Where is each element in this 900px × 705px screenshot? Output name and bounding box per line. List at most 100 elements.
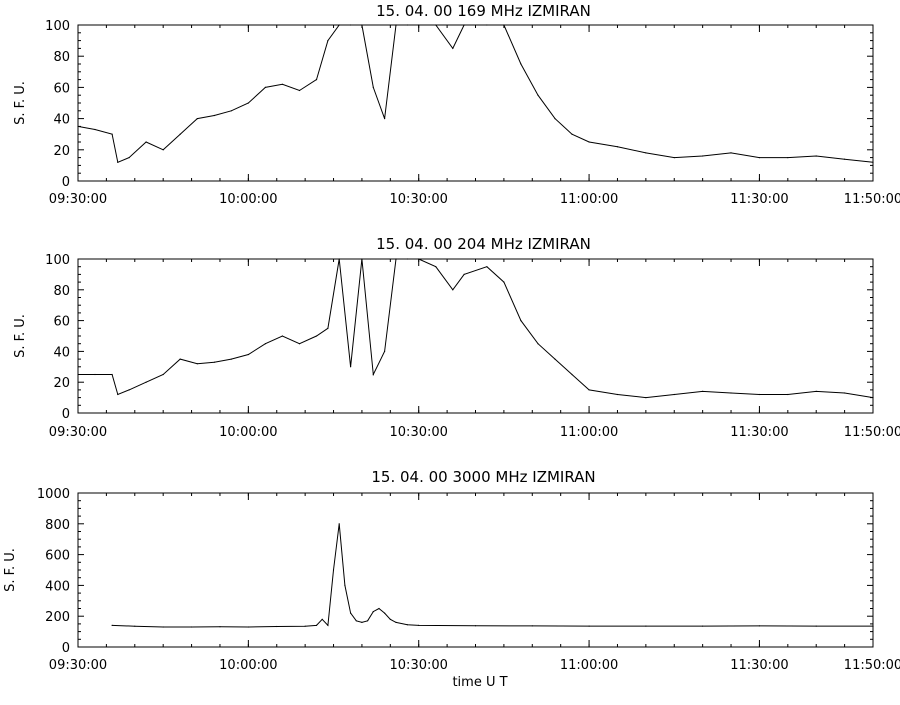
- x-tick-label: 11:30:00: [730, 192, 788, 207]
- y-tick-label: 0: [62, 641, 70, 656]
- x-tick-label: 10:30:00: [390, 658, 448, 673]
- data-point: [844, 392, 846, 394]
- data-point: [702, 155, 704, 157]
- data-point: [571, 133, 573, 135]
- data-point: [384, 350, 386, 352]
- data-point: [758, 393, 761, 396]
- data-point: [452, 289, 454, 291]
- data-point: [338, 523, 340, 525]
- data-point: [247, 626, 249, 628]
- data-point: [486, 266, 488, 268]
- data-point: [128, 389, 130, 391]
- data-point: [452, 47, 454, 50]
- x-tick-label: 10:00:00: [219, 192, 277, 207]
- data-point: [395, 258, 397, 260]
- data-point: [315, 624, 318, 627]
- data-point: [702, 390, 704, 392]
- data-point: [815, 390, 817, 392]
- data-point: [537, 94, 539, 96]
- data-point: [196, 118, 198, 120]
- data-point: [372, 86, 374, 88]
- data-point: [162, 626, 164, 628]
- data-point: [264, 86, 266, 88]
- data-point: [406, 624, 408, 626]
- data-point: [571, 373, 573, 376]
- y-tick-label: 60: [53, 315, 70, 330]
- data-point: [588, 625, 590, 627]
- data-point: [378, 607, 380, 610]
- data-point: [162, 373, 164, 376]
- data-point: [94, 128, 96, 131]
- data-point: [350, 24, 352, 26]
- data-point: [338, 258, 340, 260]
- data-point: [435, 266, 437, 268]
- x-tick-label: 11:00:00: [560, 658, 618, 673]
- data-point: [372, 611, 374, 613]
- data-point: [787, 157, 789, 159]
- data-point: [537, 343, 539, 345]
- y-tick-label: 80: [53, 284, 70, 299]
- data-point: [196, 363, 198, 365]
- chart-panel-3: 15. 04. 00 3000 MHz IZMIRAN 0 200 400 600 800…: [3, 468, 900, 690]
- data-point: [554, 118, 556, 120]
- data-point: [298, 343, 301, 345]
- data-point: [264, 343, 266, 345]
- x-tick-label: 11:50:00: [844, 658, 900, 673]
- data-point: [384, 612, 386, 614]
- data-point: [645, 397, 647, 399]
- data-point: [145, 381, 147, 383]
- data-point: [372, 373, 374, 376]
- y-axis-label: S. F. U.: [3, 548, 18, 592]
- data-point: [117, 161, 119, 163]
- data-point: [588, 141, 590, 143]
- data-point: [673, 157, 675, 159]
- data-point: [338, 24, 340, 26]
- data-point: [872, 161, 874, 163]
- data-point: [213, 361, 215, 363]
- data-point: [406, 24, 408, 26]
- chart-title: 15. 04. 00 169 MHz IZMIRAN: [376, 2, 591, 20]
- x-tick-label: 11:00:00: [560, 192, 618, 207]
- y-axis-label: S. F. U.: [13, 81, 28, 125]
- x-tick-label: 09:30:00: [49, 658, 107, 673]
- x-tick-label: 09:30:00: [49, 425, 107, 440]
- data-point: [111, 624, 113, 627]
- data-point: [344, 584, 346, 587]
- x-tick-label: 11:30:00: [730, 658, 788, 673]
- data-point: [219, 626, 221, 628]
- series-line-1: [78, 258, 874, 399]
- data-point: [588, 389, 590, 391]
- plot-frame: [77, 258, 874, 414]
- data-point: [844, 158, 846, 160]
- data-point: [315, 335, 318, 337]
- data-point: [179, 358, 181, 360]
- data-point: [872, 397, 874, 399]
- data-point: [645, 152, 647, 154]
- y-tick-label: 100: [45, 19, 70, 34]
- data-point: [815, 155, 817, 157]
- data-point: [418, 24, 420, 26]
- series-line-1: [112, 523, 873, 628]
- data-point: [276, 625, 278, 628]
- data-point: [304, 625, 306, 627]
- y-tick-label: 200: [45, 610, 70, 625]
- data-point: [327, 40, 329, 42]
- chart-panel-1: 15. 04. 00 169 MHz IZMIRAN 0 20 40 60 80 100 09…: [13, 2, 900, 207]
- data-point: [361, 258, 363, 260]
- data-point: [435, 24, 437, 26]
- data-point: [327, 624, 329, 627]
- data-point: [327, 327, 329, 329]
- data-point: [520, 63, 522, 65]
- x-tick-label: 11:00:00: [560, 425, 618, 440]
- data-point: [298, 89, 301, 92]
- x-tick-label: 11:50:00: [844, 192, 900, 207]
- data-point: [281, 335, 283, 337]
- data-point: [872, 625, 874, 627]
- data-point: [730, 152, 732, 154]
- data-point: [230, 358, 232, 360]
- x-tick-label: 10:00:00: [219, 658, 277, 673]
- chart-title: 15. 04. 00 3000 MHz IZMIRAN: [371, 468, 595, 486]
- data-point: [673, 393, 675, 396]
